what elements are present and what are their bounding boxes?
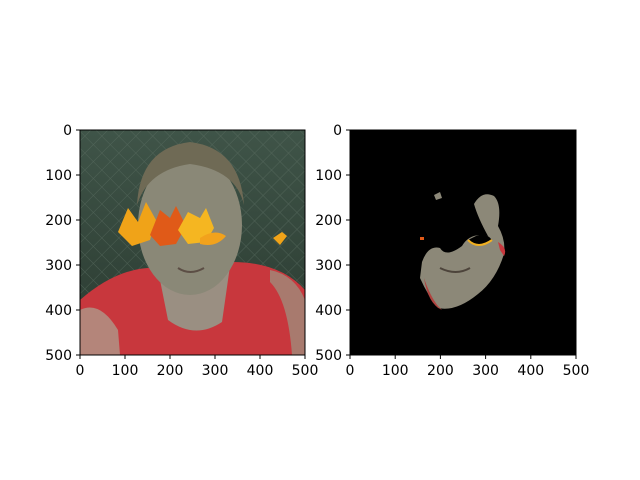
left-xtick-label: 100	[112, 363, 139, 379]
right-ytick-label: 0	[333, 123, 342, 139]
right-ytick-label: 300	[315, 258, 342, 274]
skin-mask	[350, 130, 576, 355]
left-axes-frame	[79, 129, 306, 356]
left-ytick-label: 200	[45, 213, 72, 229]
left-ytick-label: 400	[45, 303, 72, 319]
right-xtick-label: 0	[346, 363, 355, 379]
right-xtick-label: 300	[472, 363, 499, 379]
right-xtick-label: 200	[427, 363, 454, 379]
right-ytick-label: 200	[315, 213, 342, 229]
right-xtick-label: 500	[563, 363, 590, 379]
left-xtick-label: 200	[157, 363, 184, 379]
left-ytick-label: 300	[45, 258, 72, 274]
right-xtick-label: 400	[517, 363, 544, 379]
left-ytick-label: 100	[45, 168, 72, 184]
left-xtick-label: 400	[247, 363, 274, 379]
right-xtick-label: 100	[382, 363, 409, 379]
left-xtick-label: 500	[292, 363, 319, 379]
right-ytick-label: 400	[315, 303, 342, 319]
left-xtick-label: 0	[76, 363, 85, 379]
left-xtick-label: 300	[202, 363, 229, 379]
right-ytick-label: 100	[315, 168, 342, 184]
leaves-overlay	[118, 202, 287, 246]
left-ytick-label: 0	[63, 123, 72, 139]
left-ytick-label: 500	[45, 348, 72, 364]
right-ytick-label: 500	[315, 348, 342, 364]
face-photo	[80, 130, 305, 355]
right-axes-frame	[349, 129, 577, 356]
